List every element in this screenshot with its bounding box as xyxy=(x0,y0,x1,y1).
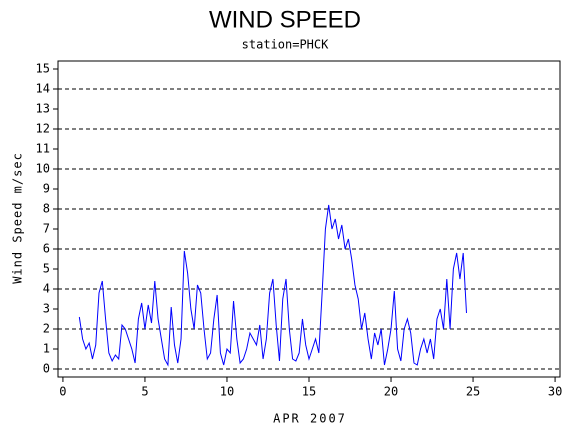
y-tick-label: 14 xyxy=(36,82,50,96)
x-tick-label: 25 xyxy=(466,385,480,399)
chart-title: WIND SPEED xyxy=(209,6,361,33)
x-tick-label: 30 xyxy=(548,385,562,399)
y-tick-label: 0 xyxy=(43,362,50,376)
y-tick-label: 7 xyxy=(43,222,50,236)
x-tick-label: 15 xyxy=(302,385,316,399)
y-tick-label: 8 xyxy=(43,202,50,216)
y-tick-label: 11 xyxy=(36,142,50,156)
y-tick-label: 10 xyxy=(36,162,50,176)
chart-subtitle: station=PHCK xyxy=(242,38,329,52)
data-line xyxy=(78,204,467,367)
y-tick-label: 12 xyxy=(36,122,50,136)
y-tick-label: 5 xyxy=(43,262,50,276)
x-tick-label: 0 xyxy=(59,385,66,399)
y-axis-label: Wind Speed m/sec xyxy=(11,152,25,284)
y-tick-label: 2 xyxy=(43,322,50,336)
y-tick-label: 9 xyxy=(43,182,50,196)
x-axis-label: APR 2007 xyxy=(273,412,347,426)
y-tick-label: 13 xyxy=(36,102,50,116)
y-tick-label: 1 xyxy=(43,342,50,356)
x-tick-label: 20 xyxy=(384,385,398,399)
y-tick-label: 6 xyxy=(43,242,50,256)
y-tick-label: 15 xyxy=(36,62,50,76)
x-tick-label: 10 xyxy=(220,385,234,399)
y-tick-label: 3 xyxy=(43,302,50,316)
plot-frame xyxy=(57,60,561,378)
y-tick-label: 4 xyxy=(43,282,50,296)
x-tick-label: 5 xyxy=(141,385,148,399)
